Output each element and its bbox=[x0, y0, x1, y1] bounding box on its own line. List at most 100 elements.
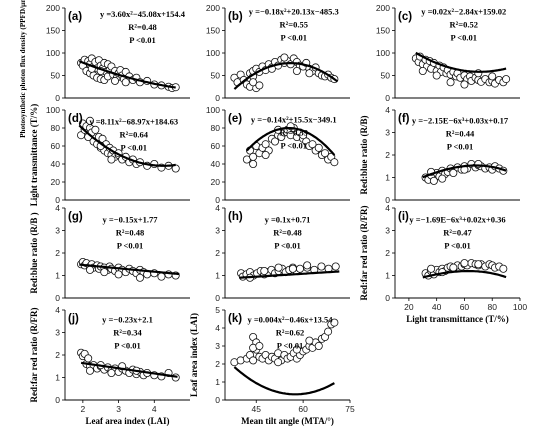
data-point bbox=[447, 79, 454, 86]
panel-label: (h) bbox=[228, 211, 243, 223]
data-point bbox=[306, 337, 313, 344]
r-squared: R²=0.59 bbox=[280, 128, 308, 138]
y-tick-label: 3 bbox=[215, 341, 220, 351]
data-point bbox=[439, 175, 446, 182]
data-point bbox=[256, 342, 263, 349]
data-point bbox=[92, 126, 99, 133]
data-point bbox=[419, 67, 426, 74]
y-tick-label: 2 bbox=[215, 359, 220, 369]
y-tick-label: 200 bbox=[46, 3, 60, 13]
data-point bbox=[461, 81, 468, 88]
y-tick-label: 1 bbox=[55, 271, 60, 281]
data-point bbox=[293, 67, 300, 74]
panel-d: 020406080100(d) y =8.11x²−68.97x+184.63R²… bbox=[29, 104, 190, 207]
data-point bbox=[256, 82, 263, 89]
panel-f: 01234(f) y =−2.15E−6x³+0.03x+0.17R²=0.44P… bbox=[359, 105, 520, 205]
y-tick-label: 0 bbox=[55, 93, 60, 103]
p-value: P <0.01 bbox=[274, 240, 301, 250]
y-tick-label: 1 bbox=[385, 271, 390, 281]
panel-g: 0 1 2 3 4 (g) y =−0.15x+1.77 R²=0.48 P <0.01 Red:… bbox=[29, 203, 190, 303]
fit-equation: y =0.004x²−0.46x+13.54 bbox=[247, 315, 333, 325]
y-axis-title: Red:blue ratio (R/B) bbox=[359, 116, 369, 195]
p-value: P <0.01 bbox=[117, 240, 144, 250]
data-point bbox=[261, 267, 268, 274]
y-tick-label: 1 bbox=[55, 373, 60, 383]
data-point bbox=[331, 159, 338, 166]
y-axis-title: Red:far red ratio (R/FR) bbox=[359, 206, 369, 301]
data-point bbox=[86, 367, 93, 374]
panel-label: (f) bbox=[398, 113, 410, 125]
y-tick-label: 0 bbox=[215, 395, 220, 405]
fit-equation: y =−0.14x²+15.5x−349.1 bbox=[251, 115, 337, 125]
y-tick-label: 5 bbox=[215, 305, 220, 315]
y-tick-label: 0 bbox=[55, 293, 60, 303]
y-tick-label: 3 bbox=[55, 226, 60, 236]
y-tick-label: 4 bbox=[385, 105, 390, 115]
panel-label: (i) bbox=[398, 211, 409, 223]
y-tick-label: 2 bbox=[215, 248, 220, 258]
r-squared: R²=0.55 bbox=[280, 19, 308, 29]
data-point bbox=[296, 265, 303, 272]
y-tick-label: 3 bbox=[385, 226, 390, 236]
y-tick-label: 3 bbox=[55, 328, 60, 338]
fit-equation: y =0.02x²−2.84x+159.02 bbox=[421, 6, 506, 16]
data-point bbox=[428, 265, 435, 272]
r-squared: R²=0.47 bbox=[443, 227, 472, 237]
fit-equation: y =−2.15E−6x³+0.03x+0.17 bbox=[412, 116, 509, 126]
y-axis-title: Red:blue ratio (R/B ) bbox=[29, 212, 39, 293]
data-point bbox=[85, 355, 92, 362]
y-tick-label: 1 bbox=[215, 271, 220, 281]
data-point bbox=[433, 72, 440, 79]
y-tick-label: 80 bbox=[51, 123, 61, 133]
p-value: P <0.01 bbox=[129, 35, 156, 45]
panel-j: 0 1 2 3 4 2 3 4 (j) y =−0.23x+2.1 R²=0.34 P <0.01 Le… bbox=[29, 305, 190, 426]
data-point bbox=[304, 262, 311, 269]
fit-equation: y =0.1x+0.71 bbox=[265, 214, 311, 224]
data-point bbox=[262, 151, 269, 158]
p-value: P <0.01 bbox=[114, 341, 141, 351]
r-squared: R²=0.48 bbox=[116, 227, 144, 237]
data-point bbox=[450, 264, 457, 271]
y-tick-label: 4 bbox=[55, 305, 60, 315]
y-tick-label: 0 bbox=[385, 293, 390, 303]
panel-k: 01234545 60 75(k) y =0.004x²−0.46x+13.54R²=… bbox=[189, 305, 355, 426]
p-value: P <0.01 bbox=[280, 141, 307, 151]
y-tick-label: 3 bbox=[385, 128, 390, 138]
panel-label: (d) bbox=[68, 113, 83, 125]
fit-equation: y =8.11x²−68.97x+184.63 bbox=[89, 116, 178, 126]
x-tick-label: 100 bbox=[513, 302, 527, 312]
p-value: P <0.01 bbox=[280, 32, 307, 42]
data-point bbox=[332, 263, 339, 270]
y-tick-label: 4 bbox=[385, 203, 390, 213]
panel-label: (a) bbox=[68, 11, 82, 23]
data-point bbox=[101, 269, 108, 276]
panel-c: 0 50 100 150 200 (c) y =0.02x²−2.84x+159.02 R²=… bbox=[376, 3, 520, 103]
panel-e: 020406080100(e) y =−0.14x²+15.5x−349.1R²=… bbox=[206, 105, 350, 205]
y-tick-label: 50 bbox=[211, 71, 221, 81]
r-squared: R²=0.48 bbox=[273, 227, 301, 237]
x-tick-label: 80 bbox=[487, 302, 497, 312]
y-tick-label: 50 bbox=[381, 71, 391, 81]
y-tick-label: 20 bbox=[211, 177, 221, 187]
panel-label: (j) bbox=[68, 313, 79, 325]
x-axis-title: Leaf area index (LAI) bbox=[85, 416, 169, 426]
p-value: P <0.01 bbox=[120, 142, 147, 152]
y-tick-label: 100 bbox=[46, 105, 60, 115]
data-point bbox=[275, 264, 282, 271]
data-point bbox=[306, 70, 313, 77]
data-point bbox=[461, 260, 468, 267]
data-point bbox=[503, 76, 510, 83]
data-point bbox=[158, 273, 165, 280]
panel-i: 0 1 2 3 4 20 40 60 80 100 (i) y =−1.69E−6x³+0.02x+0… bbox=[359, 203, 527, 324]
data-point bbox=[289, 265, 296, 272]
data-point bbox=[111, 77, 118, 84]
panel-label: (e) bbox=[228, 113, 242, 125]
fit-equation: y =3.60x²−45.08x+154.4 bbox=[100, 9, 186, 19]
data-point bbox=[86, 266, 93, 273]
data-point bbox=[489, 73, 496, 80]
r-squared: R²=0.52 bbox=[450, 19, 478, 29]
data-point bbox=[450, 169, 457, 176]
p-value: P <0.01 bbox=[277, 341, 304, 351]
y-tick-label: 60 bbox=[211, 141, 221, 151]
